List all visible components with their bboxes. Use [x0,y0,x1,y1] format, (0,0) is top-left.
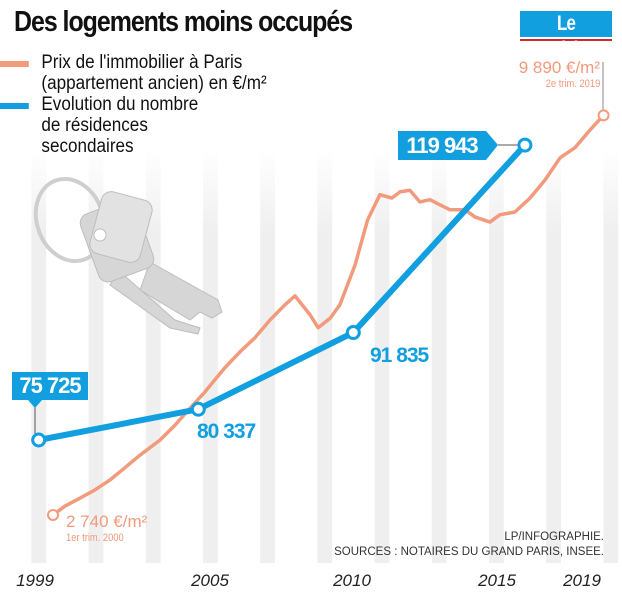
x-tick-label: 1999 [16,571,54,590]
residences-point [517,137,533,153]
credit-text: LP/INFOGRAPHIE. [504,531,604,543]
legend-text: Prix de l'immobilier à Paris [41,52,243,73]
period-label: 1er trim. 2000 [66,532,124,544]
x-tick-label: 2005 [190,571,229,590]
year-band [546,150,561,563]
residences-point [31,432,47,448]
residences-series-line [38,143,528,443]
price-point [597,109,610,122]
residences-point [345,325,361,341]
legend-text: (appartement ancien) en €/m² [41,73,267,94]
legend-swatch-orange [0,61,29,67]
year-band [31,150,47,563]
legend: Prix de l'immobilier à Paris (appartemen… [0,52,296,157]
page-title: Des logements moins occupés [14,6,353,38]
year-band [489,150,504,563]
year-band [603,150,619,563]
legend-text: de résidences [41,115,148,136]
legend-text: secondaires [41,136,134,157]
legend-item-price: Prix de l'immobilier à Paris (appartemen… [0,52,267,94]
keys-illustration [33,176,223,335]
year-band [374,150,390,563]
legend-item-residences: Evolution du nombre de résidences second… [0,94,267,157]
blue-label-2005: 80 337 [197,420,256,443]
x-tick-label: 2019 [562,571,601,590]
sources: LP/INFOGRAPHIE. SOURCES : NOTAIRES DU GR… [334,530,604,560]
price-point [47,509,59,521]
label-pointer [486,131,498,160]
x-tick-label: 2015 [477,571,516,590]
price-start-label: 2 740 €/m² 1er trim. 2000 [66,512,147,544]
blue-label-2010: 91 835 [370,344,429,367]
year-band [260,150,275,563]
price-end-label: 9 890 €/m² 2e trim. 2019 [519,58,600,90]
x-tick-label: 2010 [332,571,371,590]
value-label: 2 740 €/m² [66,512,148,531]
label-pointer [28,400,42,408]
year-band [317,150,333,563]
value-label: 9 890 €/m² [518,58,600,77]
period-label: 2e trim. 2019 [545,78,600,90]
le-parisien-logo: Le Parisien [520,11,612,61]
legend-text: Evolution du nombre [41,94,199,115]
year-band [431,150,447,563]
year-band [203,150,218,563]
legend-swatch-blue [0,103,29,109]
price-series-line [51,114,605,517]
blue-label-2016: 119 943 [398,131,486,160]
blue-label-1999: 75 725 [12,372,88,400]
residences-point [190,401,206,417]
sources-text: SOURCES : NOTAIRES DU GRAND PARIS, INSEE… [334,546,604,558]
